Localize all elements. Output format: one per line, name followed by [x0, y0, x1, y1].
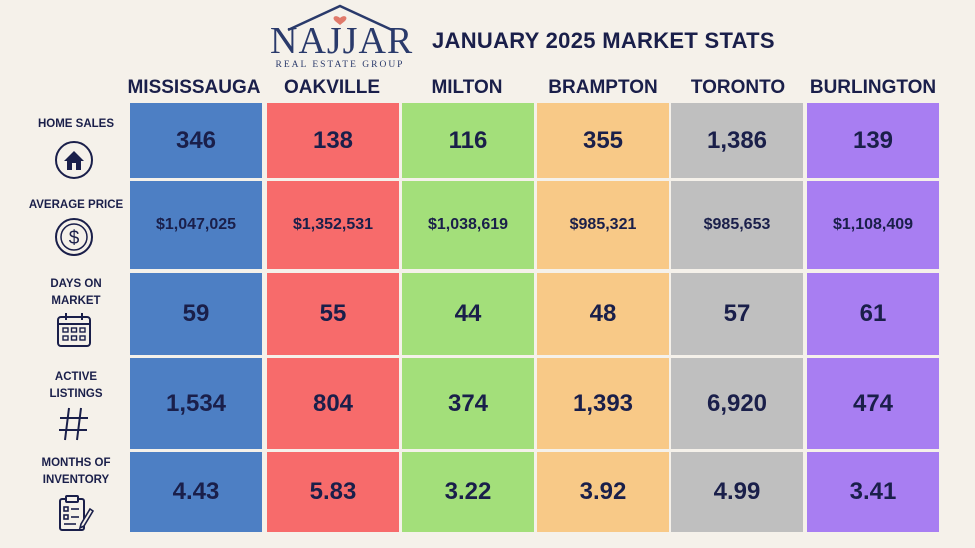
row-label: HOME SALES	[18, 116, 134, 133]
row-label-line: DAYS ON	[50, 278, 102, 290]
row-label: DAYS ON MARKET	[18, 276, 134, 310]
dollar-icon: $	[54, 217, 94, 257]
stat-cell-burlington: 61	[807, 273, 939, 355]
stat-cell-milton: 3.22	[402, 452, 534, 532]
city-header-toronto: TORONTO	[690, 77, 786, 98]
row-label-line: MONTHS OF	[41, 457, 111, 469]
stat-cell-brampton: 1,393	[537, 358, 669, 449]
city-header-milton: MILTON	[431, 77, 503, 98]
row-label: AVERAGE PRICE	[18, 197, 134, 214]
stat-cell-mississauga: 4.43	[130, 452, 262, 532]
stat-cell-burlington: $1,108,409	[807, 181, 939, 269]
row-label-line: HOME SALES	[37, 118, 115, 130]
stat-cell-brampton: 3.92	[537, 452, 669, 532]
stat-cell-oakville: 804	[267, 358, 399, 449]
stat-cell-oakville: 55	[267, 273, 399, 355]
stat-cell-toronto: 6,920	[671, 358, 803, 449]
stat-cell-oakville: 5.83	[267, 452, 399, 532]
page-title: JANUARY 2025 MARKET STATS	[432, 28, 775, 53]
stat-cell-oakville: $1,352,531	[267, 181, 399, 269]
row-label: MONTHS OF INVENTORY	[18, 455, 134, 489]
city-header-oakville: OAKVILLE	[283, 77, 381, 98]
stat-cell-brampton: 48	[537, 273, 669, 355]
stat-cell-mississauga: 59	[130, 273, 262, 355]
stat-cell-toronto: 4.99	[671, 452, 803, 532]
stat-cell-burlington: 3.41	[807, 452, 939, 532]
row-label-line: AVERAGE PRICE	[28, 199, 124, 211]
stat-cell-milton: 374	[402, 358, 534, 449]
stat-cell-toronto: 57	[671, 273, 803, 355]
stat-cell-milton: 44	[402, 273, 534, 355]
house-icon	[54, 140, 94, 180]
roof-icon	[287, 4, 393, 32]
stat-cell-toronto: 1,386	[671, 103, 803, 178]
logo-name: NAJJAR	[270, 20, 414, 62]
stat-cell-mississauga: $1,047,025	[130, 181, 262, 269]
row-label-line: MARKET	[51, 295, 101, 307]
stat-cell-mississauga: 1,534	[130, 358, 262, 449]
stat-cell-mississauga: 346	[130, 103, 262, 178]
row-label-line: LISTINGS	[49, 388, 103, 400]
stat-cell-toronto: $985,653	[671, 181, 803, 269]
stat-cell-brampton: $985,321	[537, 181, 669, 269]
stat-cell-milton: 116	[402, 103, 534, 178]
clipboard-icon	[54, 493, 95, 533]
row-label-line: ACTIVE	[54, 371, 98, 383]
row-label-line: INVENTORY	[42, 474, 110, 486]
logo-subtitle: REAL ESTATE GROUP	[275, 60, 405, 70]
stat-cell-milton: $1,038,619	[402, 181, 534, 269]
stat-cell-burlington: 139	[807, 103, 939, 178]
city-header-mississauga: MISSISSAUGA	[127, 77, 261, 98]
city-header-brampton: BRAMPTON	[548, 77, 658, 98]
stat-cell-brampton: 355	[537, 103, 669, 178]
stat-cell-burlington: 474	[807, 358, 939, 449]
svg-text:$: $	[69, 228, 80, 249]
brand-logo: NAJJAR REAL ESTATE GROUP	[270, 4, 414, 70]
city-header-burlington: BURLINGTON	[809, 77, 937, 98]
hashtag-icon	[54, 404, 94, 444]
stat-cell-oakville: 138	[267, 103, 399, 178]
calendar-icon	[54, 310, 94, 350]
row-label: ACTIVE LISTINGS	[18, 369, 134, 403]
